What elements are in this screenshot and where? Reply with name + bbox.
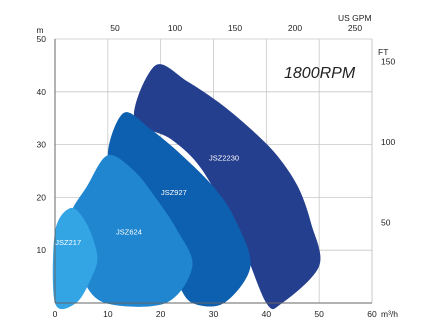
zone-label-jsz624: JSZ624 xyxy=(116,227,142,236)
x-tick-label: 0 xyxy=(53,309,58,319)
zone-jsz927 xyxy=(107,112,251,307)
zone-labels: JSZ2230 JSZ927 JSZ624 JSZ217 xyxy=(55,153,239,246)
top-tick-label: 50 xyxy=(110,23,120,33)
right-axis-unit: FT xyxy=(378,47,388,57)
zone-label-jsz2230: JSZ2230 xyxy=(209,153,239,162)
right-tick-label: 150 xyxy=(381,57,395,67)
chart-title: 1800RPM xyxy=(284,65,356,82)
y-tick-label: 10 xyxy=(37,245,47,255)
zone-label-jsz927: JSZ927 xyxy=(161,188,187,197)
top-tick-label: 150 xyxy=(228,23,242,33)
y-axis-unit: m xyxy=(36,25,43,35)
top-tick-label: 250 xyxy=(348,23,362,33)
y-tick-label: 40 xyxy=(37,87,47,97)
y-tick-label: 50 xyxy=(37,34,47,44)
top-tick-label: 100 xyxy=(168,23,182,33)
x-tick-label: 20 xyxy=(156,309,166,319)
top-tick-label: 200 xyxy=(288,23,302,33)
performance-zones xyxy=(52,64,321,310)
zone-jsz2230 xyxy=(134,64,321,310)
y-tick-label: 20 xyxy=(37,192,47,202)
zone-jsz217 xyxy=(52,207,98,310)
x-tick-label: 40 xyxy=(262,309,272,319)
x-tick-label: 10 xyxy=(103,309,113,319)
tick-labels: 0 10 20 30 40 50 60 m³/h 10 20 30 40 50 50 100 150 200 25… xyxy=(37,23,399,319)
axes xyxy=(54,39,372,304)
top-axis-unit: US GPM xyxy=(338,13,372,23)
zone-jsz624 xyxy=(69,154,193,307)
x-axis-unit: m³/h xyxy=(381,309,398,319)
x-tick-label: 60 xyxy=(367,309,377,319)
right-tick-label: 50 xyxy=(381,218,391,228)
right-tick-label: 100 xyxy=(381,137,395,147)
y-tick-label: 30 xyxy=(37,140,47,150)
x-tick-label: 50 xyxy=(314,309,324,319)
x-tick-label: 30 xyxy=(209,309,219,319)
zone-label-jsz217: JSZ217 xyxy=(55,238,81,247)
